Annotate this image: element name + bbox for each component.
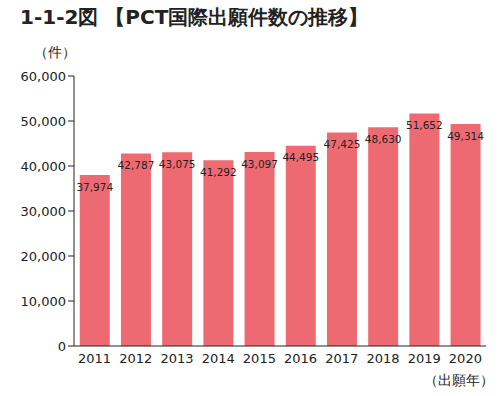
svg-text:48,630: 48,630: [365, 133, 402, 145]
svg-text:20,000: 20,000: [21, 249, 67, 264]
svg-text:50,000: 50,000: [21, 114, 67, 129]
svg-text:60,000: 60,000: [21, 69, 67, 84]
svg-text:51,652: 51,652: [406, 119, 443, 131]
svg-text:30,000: 30,000: [21, 204, 67, 219]
svg-text:2018: 2018: [366, 351, 399, 366]
svg-text:2015: 2015: [243, 351, 276, 366]
svg-text:44,495: 44,495: [282, 151, 319, 163]
svg-text:2011: 2011: [78, 351, 111, 366]
svg-text:2012: 2012: [119, 351, 152, 366]
svg-text:2016: 2016: [284, 351, 317, 366]
svg-text:2020: 2020: [449, 351, 482, 366]
html-text:（件）: （件）: [34, 44, 76, 60]
svg-text:43,097: 43,097: [241, 158, 278, 170]
svg-text:2019: 2019: [408, 351, 441, 366]
svg-text:10,000: 10,000: [21, 294, 67, 309]
svg-text:43,075: 43,075: [159, 158, 196, 170]
svg-text:49,314: 49,314: [447, 130, 484, 142]
svg-text:37,974: 37,974: [76, 181, 113, 193]
svg-text:2017: 2017: [325, 351, 358, 366]
svg-text:41,292: 41,292: [200, 166, 237, 178]
html-text:1-1-2図 【PCT国際出願件数の推移】: 1-1-2図 【PCT国際出願件数の推移】: [20, 5, 369, 29]
svg-text:42,787: 42,787: [118, 159, 155, 171]
svg-text:2014: 2014: [202, 351, 235, 366]
html-text:（出願年）: （出願年）: [424, 372, 494, 388]
svg-text:47,425: 47,425: [324, 138, 361, 150]
svg-text:0: 0: [58, 339, 66, 354]
svg-text:40,000: 40,000: [21, 159, 67, 174]
svg-text:2013: 2013: [160, 351, 193, 366]
